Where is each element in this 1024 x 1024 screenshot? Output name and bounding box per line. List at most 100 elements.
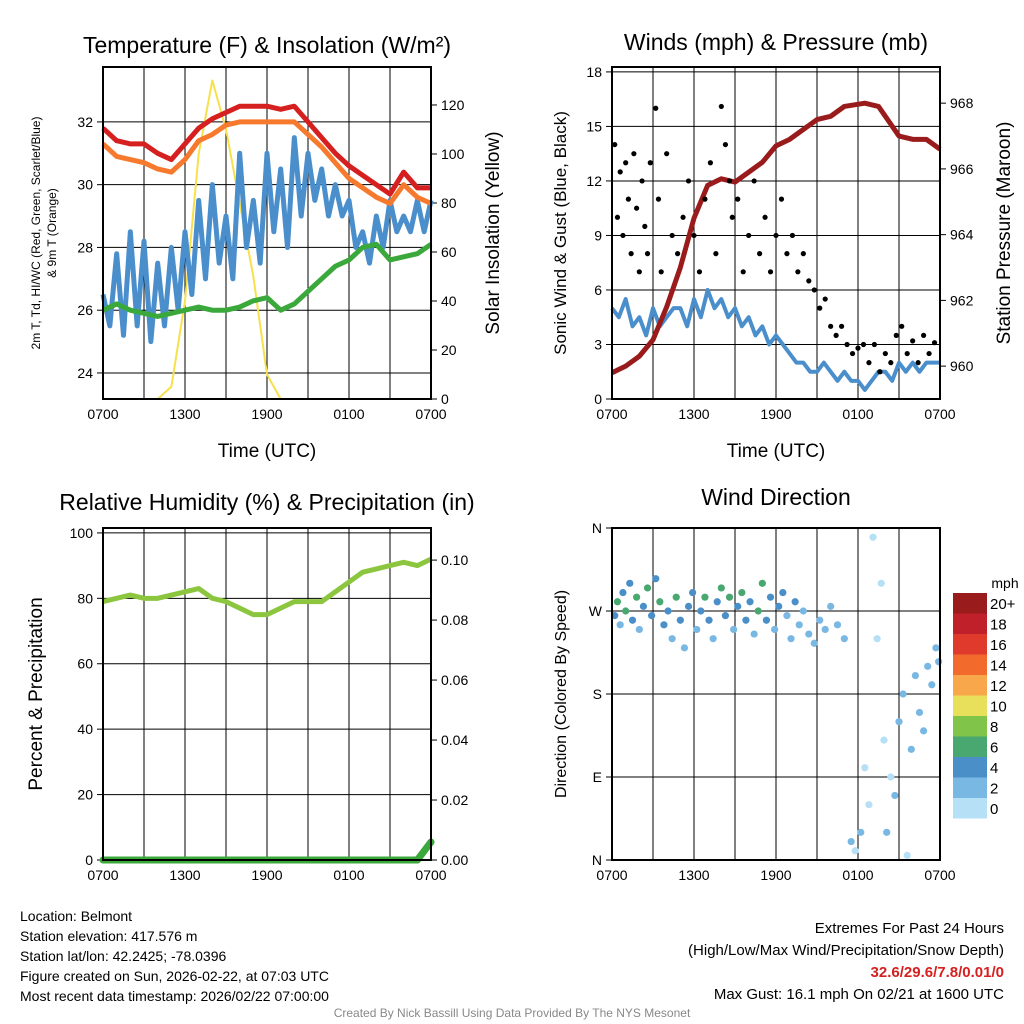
direction-point: [887, 773, 895, 781]
direction-point: [865, 801, 873, 809]
gust-point: [910, 338, 916, 344]
direction-point: [762, 616, 771, 624]
legend-label: 6: [990, 740, 998, 757]
legend-swatch: [953, 798, 987, 819]
x-axis-label: Time (UTC): [727, 441, 826, 462]
x-tick-label: 1300: [678, 867, 709, 883]
y2-tick-label: 968: [950, 95, 974, 111]
gust-point: [833, 332, 839, 338]
y2-tick-label: 20: [441, 342, 457, 358]
legend-swatch: [953, 736, 987, 757]
gust-point: [669, 232, 675, 239]
y2-tick-label: 100: [441, 146, 465, 162]
gust-point: [623, 160, 629, 166]
y-tick-label: 30: [77, 177, 93, 193]
direction-point: [693, 625, 701, 634]
gust-point: [762, 214, 768, 220]
y2-tick-label: 962: [950, 292, 974, 308]
gust-point: [849, 350, 856, 357]
legend-title: mph: [991, 575, 1018, 591]
direction-point: [664, 607, 672, 615]
direction-point: [880, 736, 888, 744]
direction-point: [643, 584, 652, 592]
y2-tick-label: 40: [441, 293, 457, 309]
direction-point: [932, 644, 940, 652]
legend-label: 8: [990, 719, 998, 736]
gust-point: [680, 214, 686, 220]
gust-point: [806, 278, 812, 284]
gust-point: [644, 251, 651, 257]
gust-point: [871, 341, 878, 348]
y-axis-label: Sonic Wind & Gust (Blue, Black): [551, 111, 570, 355]
direction-point: [730, 625, 738, 634]
direction-point: [891, 791, 899, 800]
gust-point: [658, 269, 664, 275]
y-tick-label: 12: [586, 173, 602, 189]
gust-point: [904, 350, 910, 357]
gust-point: [707, 160, 714, 166]
gust-point: [636, 269, 642, 275]
direction-point: [689, 588, 697, 597]
x-tick-label: 0100: [842, 406, 873, 422]
direction-point: [750, 630, 758, 638]
x-tick-label: 1900: [760, 867, 791, 883]
direction-point: [869, 533, 877, 541]
recent-text: Most recent data timestamp: 2026/02/22 0…: [20, 988, 329, 1004]
y2-tick-label: 966: [950, 161, 974, 177]
legend-label: 10: [990, 699, 1007, 716]
direction-point: [619, 588, 627, 597]
y2-tick-label: 0.04: [441, 732, 468, 748]
gust-point: [778, 196, 785, 202]
direction-point: [857, 828, 865, 836]
y-tick-label: 80: [77, 590, 93, 606]
legend-swatch: [953, 777, 987, 798]
gust-point: [784, 251, 790, 257]
y-tick-label: 0: [85, 852, 93, 868]
direction-point: [652, 575, 660, 583]
x-axis-label: Time (UTC): [218, 441, 317, 462]
direction-point: [635, 625, 643, 634]
x-tick-label: 1900: [251, 867, 282, 883]
gust-point: [822, 296, 828, 302]
direction-point: [805, 630, 813, 638]
gust-point: [718, 103, 724, 110]
direction-point: [840, 635, 848, 643]
direction-point: [821, 625, 829, 634]
plot-frame: [102, 66, 432, 400]
direction-point: [924, 662, 932, 670]
direction-point: [622, 607, 630, 615]
extremes-box: Extremes For Past 24 Hours (High/Low/Max…: [688, 918, 1004, 1006]
direction-point: [779, 588, 787, 597]
direction-point: [771, 625, 779, 634]
direction-point: [738, 588, 746, 597]
gust-point: [735, 196, 741, 202]
wind-speed-line: [610, 287, 940, 392]
direction-point: [861, 764, 869, 772]
x-tick-label: 0700: [924, 867, 955, 883]
gust-point: [795, 269, 801, 275]
max-gust-text: Max Gust: 16.1 mph On 02/21 at 1600 UTC: [713, 986, 1004, 1003]
direction-point: [907, 745, 915, 753]
legend-swatch: [953, 593, 987, 614]
latlon-text: Station lat/lon: 42.2425; -78.0396: [20, 948, 227, 964]
direction-point: [616, 621, 624, 629]
direction-point: [721, 612, 730, 620]
direction-point: [758, 579, 766, 587]
direction-point: [787, 635, 795, 643]
y-axis-label: Percent & Precipitation: [26, 597, 47, 790]
gust-point: [921, 332, 927, 338]
direction-point: [935, 658, 943, 666]
gust-point: [746, 232, 752, 239]
direction-point: [628, 616, 637, 624]
y2-tick-label: 964: [950, 227, 974, 243]
direction-point: [705, 616, 713, 624]
direction-point: [883, 828, 891, 836]
gust-point: [631, 151, 637, 157]
direction-point: [847, 837, 855, 846]
gust-point: [713, 251, 719, 257]
gust-point: [800, 251, 806, 257]
y2-tick-label: 0.08: [441, 612, 468, 628]
y-axis-label: Direction (Colored By Speed): [553, 590, 570, 798]
y-tick-label: 100: [70, 525, 94, 541]
